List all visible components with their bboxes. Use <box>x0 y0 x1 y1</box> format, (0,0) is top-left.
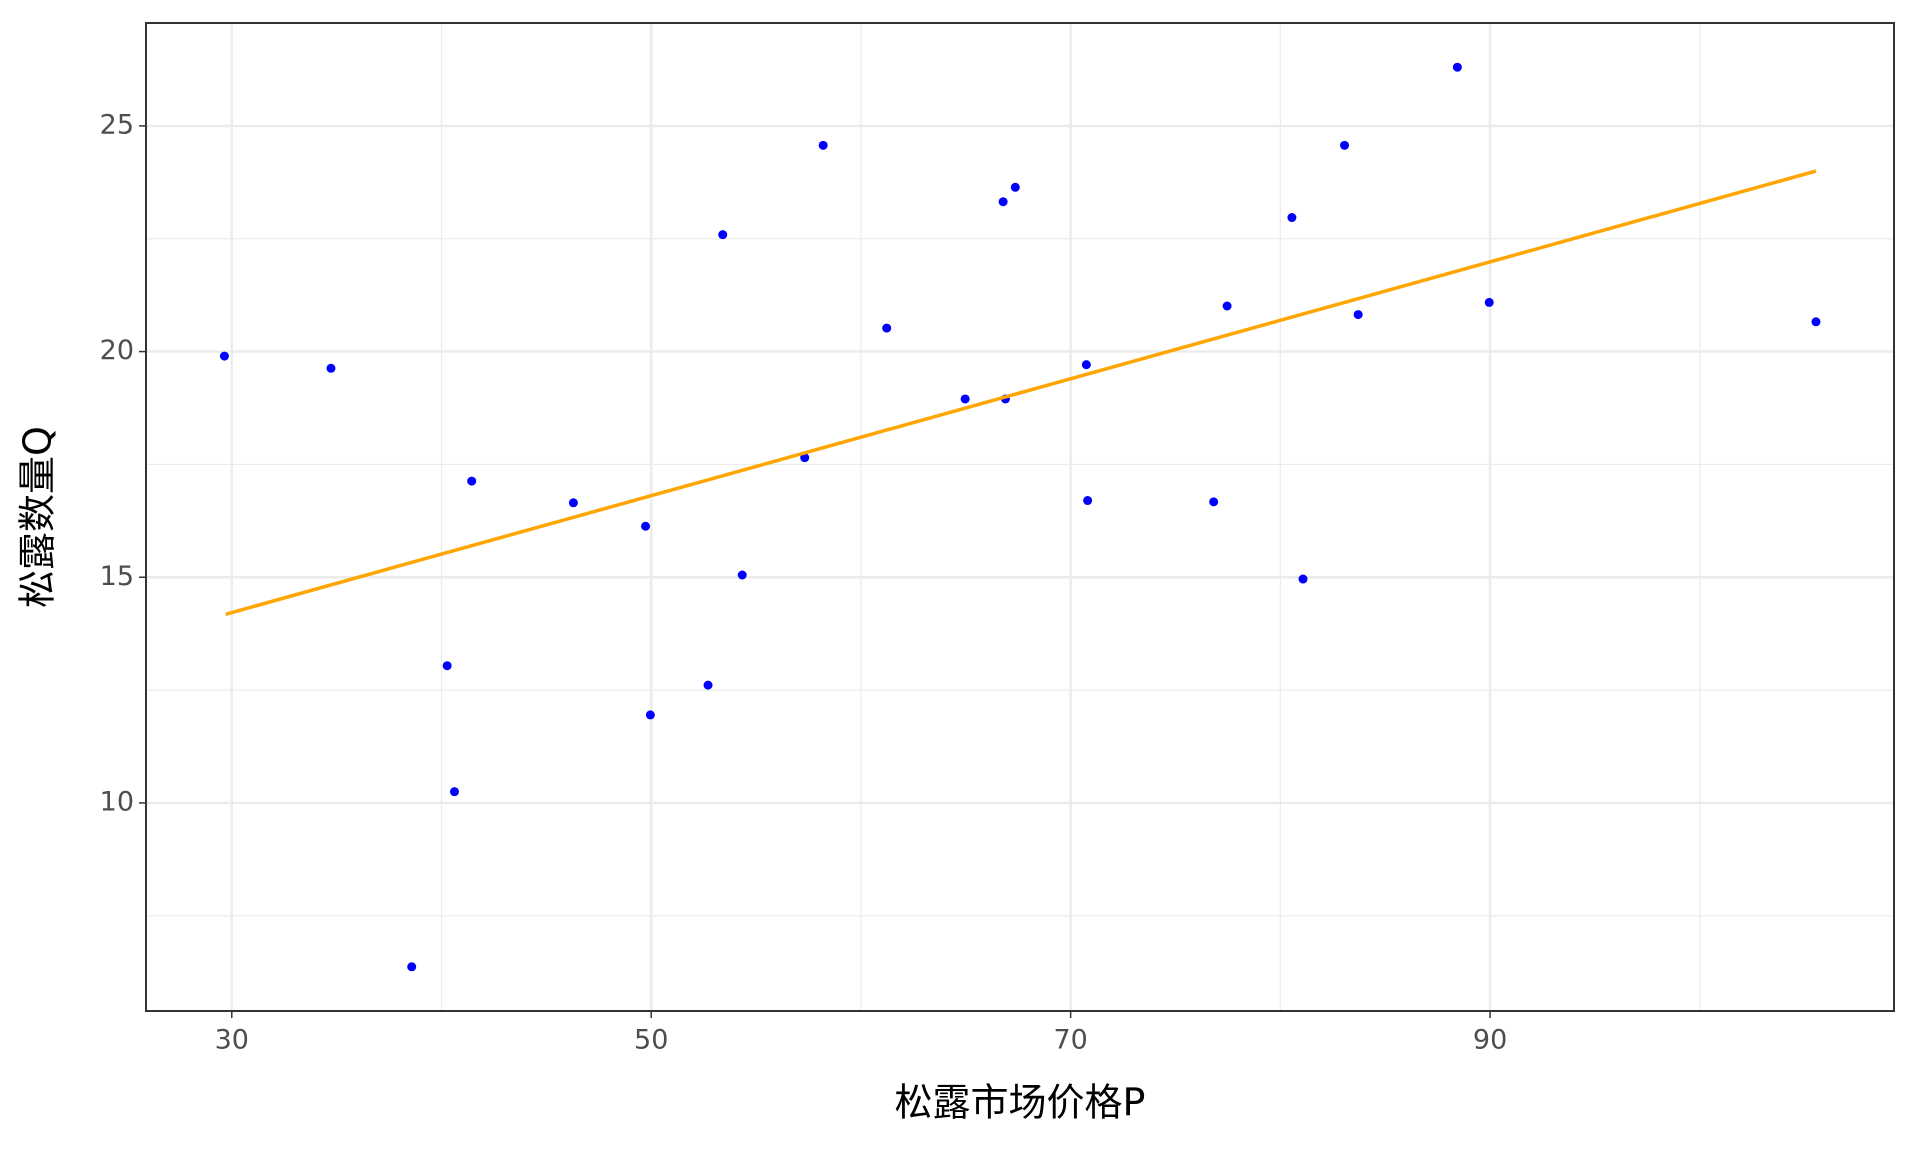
x-tick-label: 30 <box>215 1025 249 1056</box>
point <box>1209 497 1219 507</box>
plot-background <box>146 23 1894 1011</box>
point <box>1811 317 1821 327</box>
point <box>568 498 578 508</box>
point <box>449 787 459 797</box>
point <box>1083 496 1093 506</box>
y-tick-label: 25 <box>100 109 134 140</box>
y-axis-title: 松露数量Q <box>16 426 60 608</box>
point <box>1010 182 1020 192</box>
point <box>326 363 336 373</box>
x-axis-title: 松露市场价格P <box>895 1081 1146 1125</box>
point <box>407 962 417 972</box>
point <box>1452 62 1462 72</box>
point <box>998 197 1008 207</box>
point <box>1081 360 1091 370</box>
point <box>1298 574 1308 584</box>
point <box>467 476 477 486</box>
plot-border <box>145 22 1895 1012</box>
point <box>219 351 229 361</box>
point <box>641 521 651 531</box>
point <box>737 570 747 580</box>
point <box>1353 310 1363 320</box>
point <box>882 323 892 333</box>
point <box>1287 213 1297 223</box>
x-tick-label: 70 <box>1053 1025 1087 1056</box>
point <box>718 230 728 240</box>
x-tick-label: 90 <box>1473 1025 1507 1056</box>
point <box>1340 140 1350 150</box>
point <box>818 140 828 150</box>
y-tick-label: 10 <box>100 786 134 817</box>
trend-line <box>225 169 1817 616</box>
point <box>703 680 713 690</box>
point <box>645 710 655 720</box>
point <box>442 661 452 671</box>
x-tick-label: 50 <box>634 1025 668 1056</box>
point <box>800 453 810 463</box>
point <box>1222 301 1232 311</box>
point <box>960 394 970 404</box>
point <box>1484 297 1494 307</box>
y-tick-label: 15 <box>100 561 134 592</box>
y-tick-label: 20 <box>100 335 134 366</box>
